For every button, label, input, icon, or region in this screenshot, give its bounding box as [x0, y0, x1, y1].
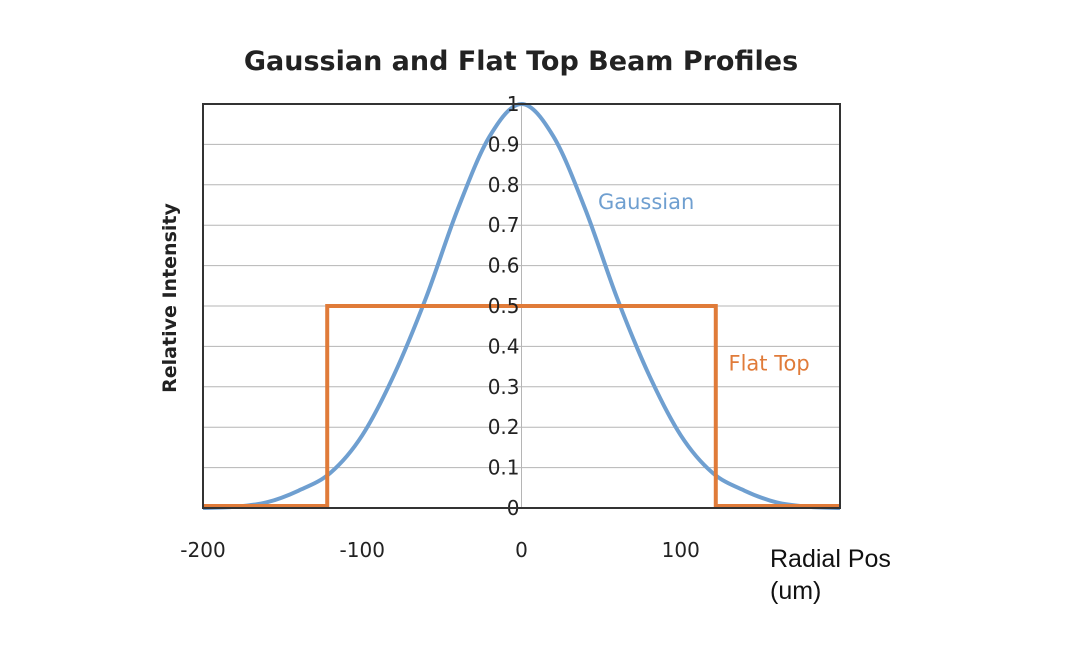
y-tick-labels: 10.90.80.70.60.50.40.30.20.10 [488, 92, 520, 520]
y-tick-label: 0.2 [488, 415, 520, 439]
y-tick-label: 0.3 [488, 375, 520, 399]
y-tick-label: 0.1 [488, 456, 520, 480]
x-tick-label: 0 [515, 538, 528, 562]
series-label-gaussian: Gaussian [598, 190, 694, 214]
x-tick-label: -100 [340, 538, 385, 562]
x-axis-label: Radial Pos (um) [770, 543, 970, 607]
x-tick-label: -200 [180, 538, 225, 562]
series-labels: Gaussian Flat Top [598, 190, 810, 376]
chart-title: Gaussian and Flat Top Beam Profiles [244, 46, 798, 77]
grid-lines [203, 104, 840, 508]
y-tick-label: 0.8 [488, 173, 520, 197]
x-axis-label-line1: Radial Pos [770, 545, 891, 573]
y-tick-label: 0.6 [488, 254, 520, 278]
y-axis-label: Relative Intensity [159, 203, 181, 393]
x-tick-labels: -200 -100 0 100 [180, 538, 700, 562]
y-tick-label: 0.7 [488, 213, 520, 237]
series-flat-top-line [203, 304, 840, 508]
x-tick-label: 100 [662, 538, 700, 562]
series-label-flat-top: Flat Top [729, 352, 810, 376]
y-tick-label: 0.5 [488, 294, 520, 318]
y-tick-label: 0.9 [488, 132, 520, 156]
x-axis-label-line2: (um) [770, 577, 822, 605]
y-tick-label: 0.4 [488, 334, 520, 358]
plot-frame [202, 103, 841, 509]
